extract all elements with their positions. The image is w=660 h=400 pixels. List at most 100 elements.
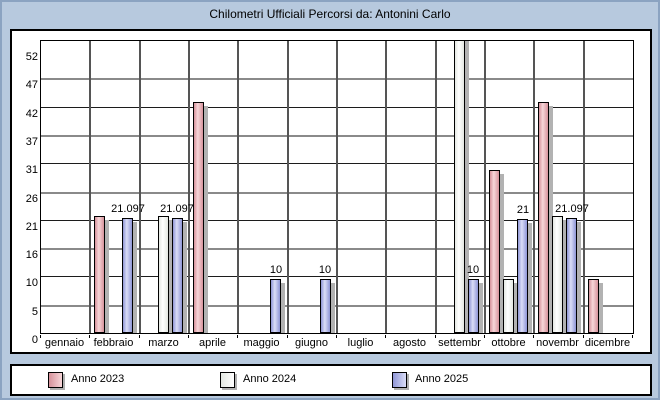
gridline-vertical [484, 41, 486, 333]
x-axis-tick-mark [632, 335, 633, 338]
chart-title: Chilometri Ufficiali Percorsi da: Antoni… [209, 7, 451, 21]
bar-shadow [105, 220, 109, 333]
x-axis-month-label: maggio [243, 337, 280, 349]
legend-item: Anno 2025 [392, 371, 468, 388]
x-axis-month-label: marzo [148, 337, 179, 349]
y-axis-tick-label: 52 [25, 51, 38, 63]
x-axis-month-label: ottobre [491, 337, 526, 349]
y-axis-tick-label: 10 [25, 277, 38, 289]
plot-area: 21.097 21.097 10 10 10 21 21.097 [40, 40, 634, 334]
bar-shadow [549, 106, 553, 333]
x-axis-tick-mark [435, 335, 436, 338]
y-axis-tick-label: 47 [25, 79, 38, 91]
bar-anno-2023-ottobre [489, 170, 500, 333]
bar-anno-2024-ottobre [503, 279, 514, 333]
x-axis-tick-mark [385, 335, 386, 338]
gridline-vertical [237, 41, 239, 333]
gridline-vertical [139, 41, 141, 333]
bar-anno-2025-marzo [172, 218, 183, 333]
gridline-vertical [583, 41, 585, 333]
gridline-vertical [533, 41, 535, 333]
bar-value-label: 21 [516, 204, 530, 216]
bar-shadow [479, 283, 483, 333]
x-axis-month-label: dicembre [584, 337, 631, 349]
gridline-vertical [287, 41, 289, 333]
x-axis-month-label: settembr [438, 337, 481, 349]
bar-value-label: 21.097 [160, 203, 194, 215]
bar-shadow [133, 222, 137, 333]
legend-swatch [392, 371, 407, 388]
y-axis-tick-label: 16 [25, 249, 38, 261]
bar-shadow [577, 222, 581, 333]
bar-anno-2024-novembr [552, 216, 563, 333]
bar-shadow [169, 220, 173, 333]
x-axis-tick-mark [188, 335, 189, 338]
bar-shadow [514, 283, 518, 333]
bar-value-label: 10 [318, 264, 332, 276]
x-axis-month-label: agosto [392, 337, 427, 349]
legend-label: Anno 2024 [243, 373, 297, 385]
bar-value-label: 21.097 [555, 203, 589, 215]
bar-shadow [599, 283, 603, 333]
bar-anno-2023-dicembre [588, 279, 599, 333]
y-axis-tick-label: 37 [25, 136, 38, 148]
legend: Anno 2023 Anno 2024 Anno 2025 [10, 364, 652, 396]
bar-anno-2024-marzo [158, 216, 169, 333]
gridline-vertical [336, 41, 338, 333]
x-axis-tick-mark [287, 335, 288, 338]
x-axis-month-label: novembr [536, 337, 579, 349]
bar-shadow [528, 223, 532, 333]
y-axis-tick-label: 42 [25, 108, 38, 120]
bar-anno-2024-settembr [454, 41, 465, 333]
legend-label: Anno 2025 [415, 373, 469, 385]
bar-value-label: 21.097 [111, 203, 145, 215]
x-axis-tick-mark [533, 335, 534, 338]
x-axis-tick-mark [89, 335, 90, 338]
bar-anno-2025-febbraio [122, 218, 133, 333]
bar-shadow [183, 222, 187, 333]
x-axis-month-label: luglio [347, 337, 374, 349]
gridline-vertical [385, 41, 387, 333]
x-axis-tick-mark [484, 335, 485, 338]
x-axis-month-label: febbraio [93, 337, 134, 349]
x-axis-month-label: giugno [294, 337, 329, 349]
bar-anno-2025-novembr [566, 218, 577, 333]
legend-swatch [48, 371, 63, 388]
y-axis-tick-label: 5 [31, 306, 38, 318]
gridline-vertical [435, 41, 437, 333]
bar-shadow [563, 220, 567, 333]
bar-value-label: 10 [466, 264, 480, 276]
y-axis-tick-label: 21 [25, 221, 38, 233]
chart-area: 21.097 21.097 10 10 10 21 21.097 0 5 10 16 21 26 31 3… [10, 29, 652, 354]
bar-anno-2025-giugno [320, 279, 331, 333]
gridline-vertical [89, 41, 91, 333]
legend-item: Anno 2023 [48, 371, 124, 388]
bar-anno-2025-maggio [270, 279, 281, 333]
bar-value-label: 10 [269, 264, 283, 276]
legend-label: Anno 2023 [71, 373, 125, 385]
y-axis-tick-label: 0 [31, 334, 38, 346]
bar-anno-2023-febbraio [94, 216, 105, 333]
x-axis-tick-mark [583, 335, 584, 338]
bar-anno-2025-ottobre [517, 219, 528, 333]
bar-anno-2023-aprile [193, 102, 204, 333]
x-axis-tick-mark [237, 335, 238, 338]
bar-shadow [500, 174, 504, 333]
x-axis-month-label: gennaio [44, 337, 85, 349]
bar-shadow [281, 283, 285, 333]
legend-item: Anno 2024 [220, 371, 296, 388]
bar-shadow [331, 283, 335, 333]
legend-swatch [220, 371, 235, 388]
bar-anno-2023-novembr [538, 102, 549, 333]
x-axis-tick-mark [336, 335, 337, 338]
y-axis-tick-label: 26 [25, 193, 38, 205]
y-axis-tick-label: 31 [25, 164, 38, 176]
bar-shadow [204, 106, 208, 333]
bar-shadow [465, 41, 469, 333]
x-axis-month-label: aprile [199, 337, 226, 349]
x-axis-tick-mark [40, 335, 41, 338]
x-axis-tick-mark [139, 335, 140, 338]
bar-anno-2025-settembr [468, 279, 479, 333]
gridline-vertical [188, 41, 190, 333]
